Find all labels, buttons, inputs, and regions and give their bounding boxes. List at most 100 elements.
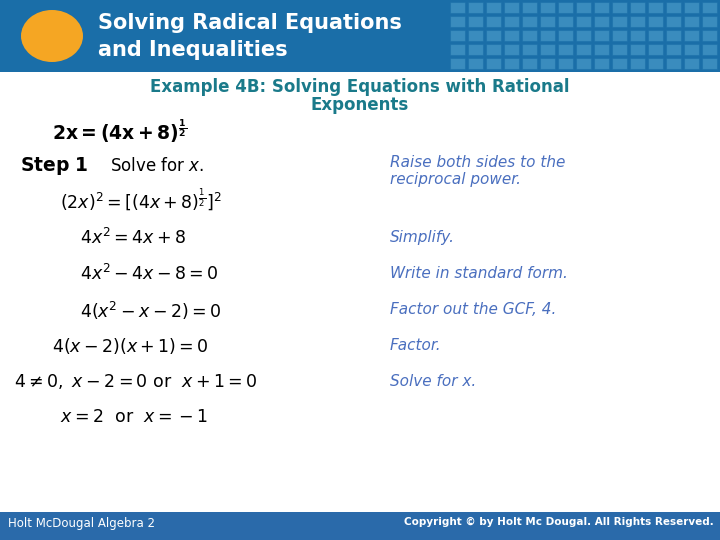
Bar: [702, 2, 717, 13]
Bar: [702, 30, 717, 41]
Text: $4 \neq 0,\ x - 2 = 0\ \mathrm{or}\ \ x + 1 = 0$: $4 \neq 0,\ x - 2 = 0\ \mathrm{or}\ \ x …: [14, 372, 258, 391]
Bar: [558, 58, 573, 69]
Bar: [702, 58, 717, 69]
Bar: [558, 44, 573, 55]
Bar: [684, 44, 699, 55]
Bar: [540, 30, 555, 41]
Bar: [540, 58, 555, 69]
Bar: [576, 30, 591, 41]
Text: $(2x)^2 = [(4x + 8)^{\frac{1}{2}}]^2$: $(2x)^2 = [(4x + 8)^{\frac{1}{2}}]^2$: [60, 188, 222, 213]
Bar: [486, 2, 501, 13]
Bar: [522, 2, 537, 13]
Bar: [576, 44, 591, 55]
Bar: [630, 2, 645, 13]
Bar: [630, 44, 645, 55]
Bar: [522, 44, 537, 55]
Bar: [702, 44, 717, 55]
Bar: [486, 58, 501, 69]
Bar: [540, 16, 555, 27]
Text: $\mathbf{Step\ 1}$: $\mathbf{Step\ 1}$: [20, 155, 89, 177]
Text: Solve for $x$.: Solve for $x$.: [110, 157, 204, 175]
Text: $4x^2 - 4x - 8 = 0$: $4x^2 - 4x - 8 = 0$: [80, 264, 219, 284]
Text: Write in standard form.: Write in standard form.: [390, 266, 568, 281]
Bar: [486, 16, 501, 27]
Bar: [594, 58, 609, 69]
Bar: [450, 2, 465, 13]
Bar: [558, 16, 573, 27]
Bar: [576, 16, 591, 27]
Bar: [450, 58, 465, 69]
Bar: [522, 58, 537, 69]
Bar: [504, 44, 519, 55]
Text: Exponents: Exponents: [311, 96, 409, 114]
Bar: [468, 44, 483, 55]
Text: and Inequalities: and Inequalities: [98, 40, 287, 60]
Bar: [450, 44, 465, 55]
Bar: [468, 58, 483, 69]
Bar: [486, 30, 501, 41]
Bar: [612, 44, 627, 55]
Bar: [0, 512, 720, 540]
Bar: [612, 58, 627, 69]
Bar: [468, 2, 483, 13]
Bar: [504, 58, 519, 69]
Bar: [612, 2, 627, 13]
Bar: [0, 0, 720, 72]
Bar: [450, 30, 465, 41]
Bar: [558, 2, 573, 13]
Bar: [666, 58, 681, 69]
Bar: [504, 16, 519, 27]
Text: Holt McDougal Algebra 2: Holt McDougal Algebra 2: [8, 517, 155, 530]
Bar: [594, 2, 609, 13]
Bar: [684, 16, 699, 27]
Bar: [648, 16, 663, 27]
Bar: [666, 2, 681, 13]
Bar: [558, 30, 573, 41]
Bar: [666, 16, 681, 27]
Bar: [666, 44, 681, 55]
Bar: [630, 16, 645, 27]
Bar: [648, 58, 663, 69]
Bar: [540, 44, 555, 55]
Text: Example 4B: Solving Equations with Rational: Example 4B: Solving Equations with Ratio…: [150, 78, 570, 96]
Text: Raise both sides to the: Raise both sides to the: [390, 155, 565, 170]
Text: $4(x^2 - x - 2) = 0$: $4(x^2 - x - 2) = 0$: [80, 300, 221, 322]
Bar: [468, 30, 483, 41]
Bar: [576, 58, 591, 69]
Ellipse shape: [21, 10, 83, 62]
Bar: [666, 30, 681, 41]
Text: $4(x - 2)(x + 1) = 0$: $4(x - 2)(x + 1) = 0$: [52, 336, 209, 356]
Bar: [684, 30, 699, 41]
Bar: [648, 2, 663, 13]
Text: reciprocal power.: reciprocal power.: [390, 172, 521, 187]
Bar: [612, 30, 627, 41]
Bar: [702, 16, 717, 27]
Bar: [594, 44, 609, 55]
Bar: [522, 30, 537, 41]
Bar: [684, 58, 699, 69]
Bar: [540, 2, 555, 13]
Text: $\mathbf{2x = (4x + 8)^{\frac{1}{2}}}$: $\mathbf{2x = (4x + 8)^{\frac{1}{2}}}$: [52, 118, 187, 146]
Text: Factor out the GCF, 4.: Factor out the GCF, 4.: [390, 302, 557, 317]
Bar: [612, 16, 627, 27]
Text: $x = 2\ \ \mathrm{or}\ \ x = -1$: $x = 2\ \ \mathrm{or}\ \ x = -1$: [60, 408, 208, 426]
Bar: [522, 16, 537, 27]
Text: Solve for x.: Solve for x.: [390, 374, 476, 389]
Text: Copyright © by Holt Mc Dougal. All Rights Reserved.: Copyright © by Holt Mc Dougal. All Right…: [404, 517, 714, 527]
Text: Factor.: Factor.: [390, 338, 441, 353]
Bar: [630, 58, 645, 69]
Bar: [576, 2, 591, 13]
Text: $4x^2 = 4x + 8$: $4x^2 = 4x + 8$: [80, 228, 186, 248]
Bar: [594, 16, 609, 27]
Bar: [450, 16, 465, 27]
Bar: [504, 30, 519, 41]
Bar: [486, 44, 501, 55]
Bar: [504, 2, 519, 13]
Bar: [648, 44, 663, 55]
Bar: [594, 30, 609, 41]
Bar: [648, 30, 663, 41]
Bar: [468, 16, 483, 27]
Bar: [630, 30, 645, 41]
Text: Simplify.: Simplify.: [390, 230, 455, 245]
Bar: [684, 2, 699, 13]
